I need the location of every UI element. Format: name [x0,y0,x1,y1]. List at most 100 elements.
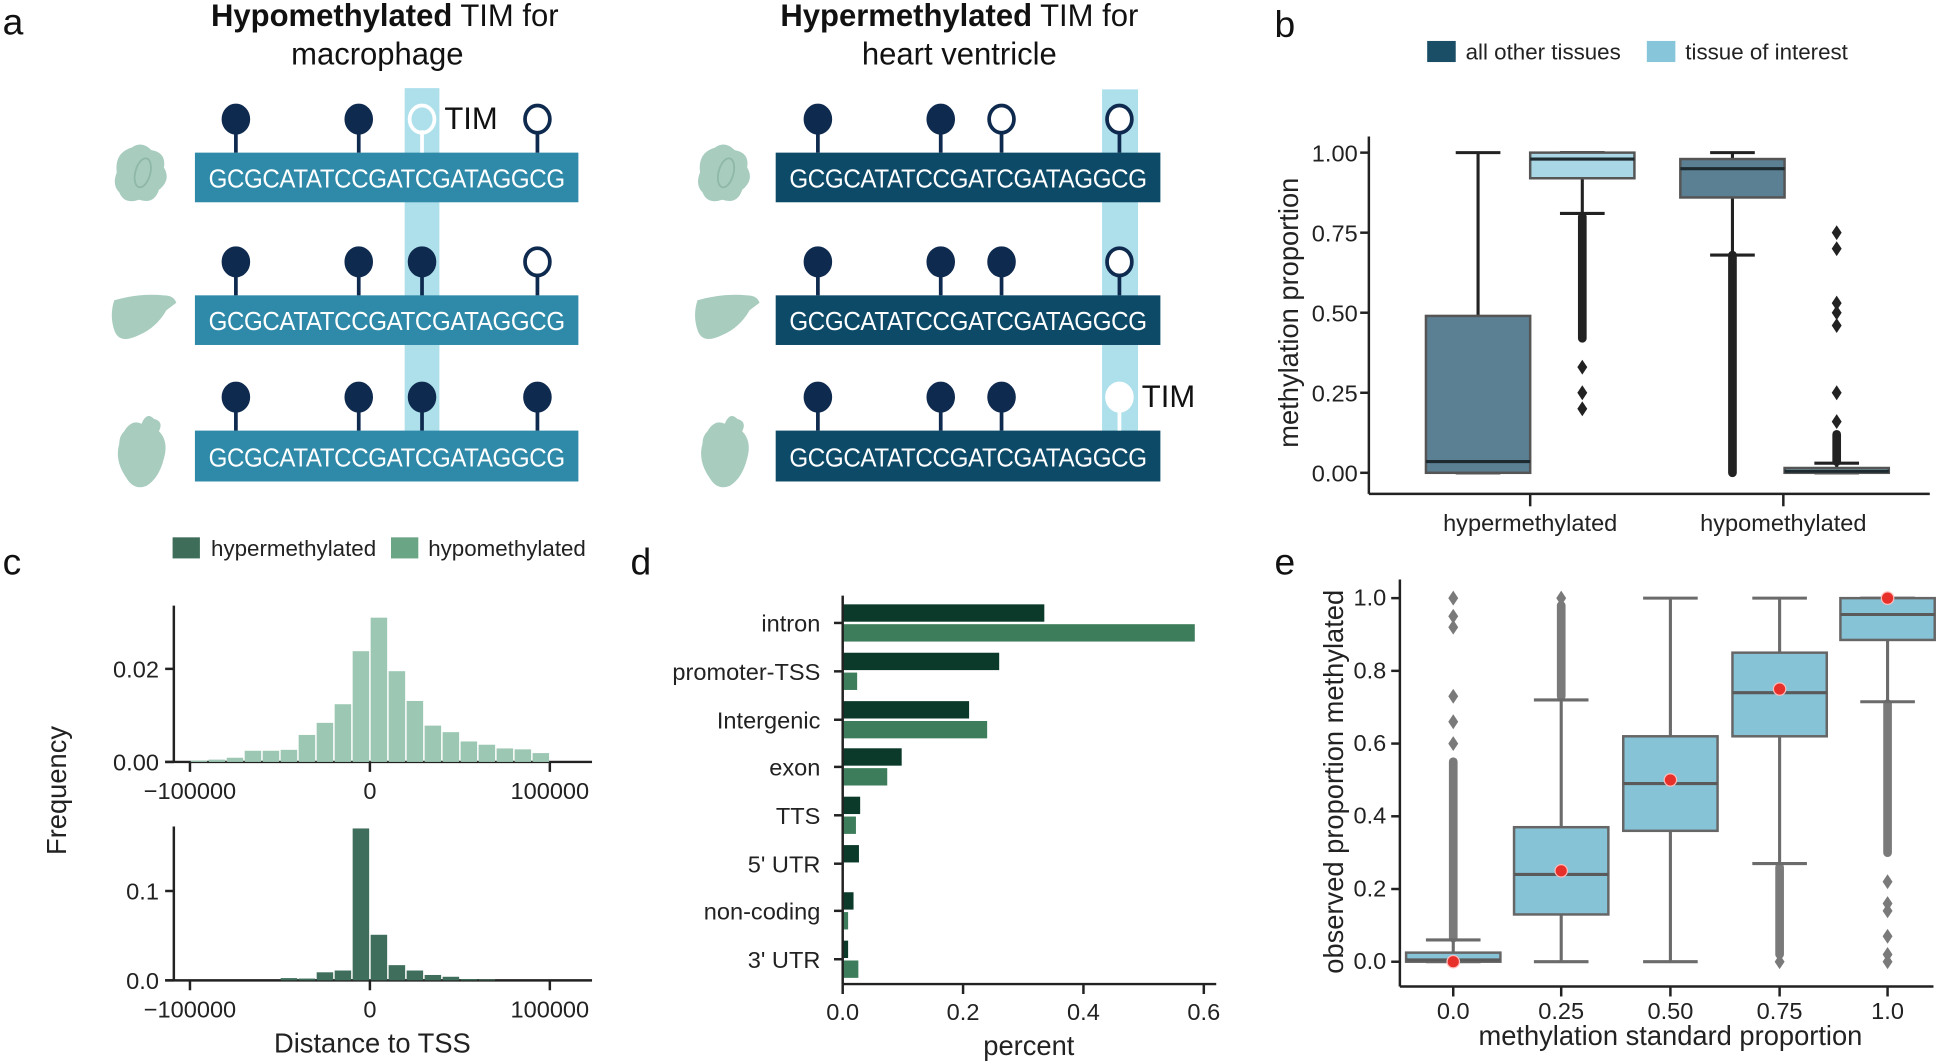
y-tick-label: 0.8 [1353,657,1386,683]
unmethylated-cpg-icon [1105,246,1134,278]
histogram-bar [280,978,298,981]
histogram-bar [316,722,334,762]
bar-hypo [842,912,849,930]
dna-strand-bar [775,430,1161,482]
outlier-point [1448,714,1459,730]
heart-icon [701,416,749,488]
outlier-point [1831,305,1842,321]
x-tick-label: 0.0 [1437,998,1470,1024]
macrophage-cell-icon [698,144,750,202]
unmethylated-cpg-icon [1105,103,1134,135]
bar-hypo [842,768,888,786]
bar-hyper [842,796,861,815]
histogram-bar [406,970,424,981]
outlier-point [1831,318,1842,333]
category-label: 3' UTR [748,947,821,973]
histogram-bar [388,965,406,981]
histogram-bar [370,617,388,762]
bar-hypo [842,720,988,739]
dna-sequence: GCGCATATCCGATCGATAGGCG [209,163,565,193]
methylated-cpg-icon [523,381,552,413]
category-label: TTS [776,803,821,829]
x-tick-label: 0.75 [1757,998,1803,1024]
dna-sequence: GCGCATATCCGATCGATAGGCG [789,163,1146,193]
outlier-point [1448,619,1459,635]
legend-label-other: all other tissues [1466,40,1621,65]
e-x-axis-label: methylation standard proportion [1478,1020,1862,1051]
title-bold: Hypomethylated [211,0,452,33]
histogram-bar [334,970,352,981]
unmethylated-cpg-icon [407,103,437,135]
y-tick-label: 0.0 [1353,948,1386,974]
box [1528,151,1636,180]
methylated-cpg-icon [926,246,956,278]
panel-label-a: a [3,1,24,43]
panel-a-right-title: Hypermethylated TIM for [780,0,1138,33]
x-tick-label: hypermethylated [1443,510,1617,536]
x-tick-label: hypomethylated [1700,510,1866,536]
outlier-point [1882,874,1893,890]
histogram-bar [478,744,496,762]
panel-a-right-title-line2: heart ventricle [862,37,1057,72]
panel-a-diagram: GCGCATATCCGATCGATAGGCG GCGCATATCCGATCGATA… [111,88,1195,488]
x-tick-label: 0.6 [1187,999,1220,1025]
methylated-cpg-icon [987,381,1016,413]
outlier-point [1448,590,1459,606]
category-label: Intergenic [717,707,821,733]
bar-hyper [842,604,1045,622]
outlier-point [1556,590,1567,606]
methylated-cpg-icon [407,246,437,278]
category-label: 5' UTR [748,851,821,877]
histogram-bar [460,741,478,762]
outlier-point [1831,295,1842,311]
box [1839,596,1936,642]
d-x-axis-label: percent [983,1030,1074,1061]
panel-d-chart: intron promoter-TSS Intergenic exon TTS 5' UT… [672,595,1220,1025]
c-y-axis-label: Frequency [41,726,72,855]
unmethylated-cpg-icon [987,103,1016,135]
x-tick-label: 1.0 [1871,998,1904,1024]
y-tick-label: 0.0 [126,968,159,994]
legend-label-interest: tissue of interest [1685,40,1848,65]
y-tick-label: 0.1 [126,879,159,905]
box [1424,314,1532,475]
bar-hyper [842,940,849,959]
panel-label-b: b [1275,3,1296,45]
panel-label-c: c [3,541,22,583]
x-tick-label: 0.0 [826,999,859,1025]
panel-e-chart: 0.0 0.2 0.4 0.6 0.8 1.0 0.0 0.25 0.50 0.75 1.0 [1353,579,1936,1024]
histogram-bar [478,979,496,981]
x-tick-label: 0 [363,997,376,1023]
legend-swatch-hypo [391,537,419,559]
x-tick-label: −100000 [144,997,236,1023]
legend-swatch-interest [1646,40,1676,63]
methylated-cpg-icon [987,246,1016,278]
title-rest: TIM for [452,0,558,33]
outlier-point [1831,225,1842,241]
methylated-cpg-icon [803,246,833,278]
bar-hyper [842,892,854,910]
methylated-cpg-icon [221,381,251,413]
panel-label-e: e [1275,541,1296,583]
histogram-bar [532,753,550,762]
histogram-bar [442,976,460,981]
outlier-point [1882,896,1893,911]
mean-point [1663,773,1678,787]
liver-icon [695,294,760,340]
bar-hyper [842,652,1000,671]
panel-a-left-title: Hypomethylated TIM for [211,0,559,33]
outlier-point [1577,401,1588,417]
outlier-point [1448,608,1459,624]
histogram-bar [370,934,388,981]
mean-point [1772,682,1787,696]
bar-hyper [842,701,970,719]
panel-b-chart: 0.00 0.25 0.50 0.75 1.00 hypermethylated hypom… [1312,136,1930,536]
y-tick-label: 1.00 [1312,140,1358,166]
outlier-point [1882,928,1893,944]
dna-sequence: GCGCATATCCGATCGATAGGCG [789,306,1146,336]
dna-sequence: GCGCATATCCGATCGATAGGCG [209,443,565,473]
x-tick-label: 100000 [511,997,590,1023]
x-tick-label: 0.25 [1538,998,1584,1024]
x-tick-label: −100000 [144,778,236,804]
dna-sequence: GCGCATATCCGATCGATAGGCG [789,443,1146,473]
